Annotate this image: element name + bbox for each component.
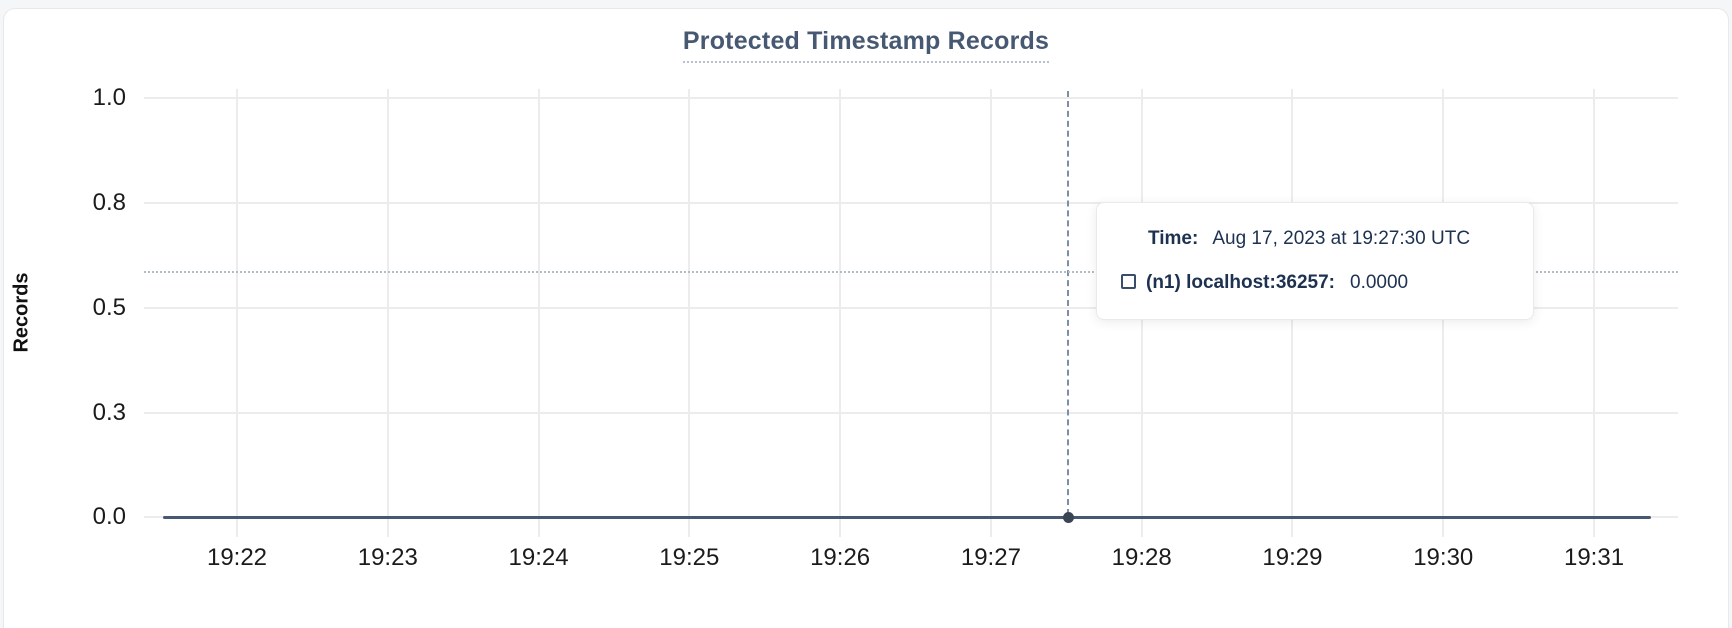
y-gridline (144, 411, 1678, 414)
x-tick-label: 19:25 (659, 544, 720, 571)
x-tick-label: 19:26 (810, 544, 871, 571)
hover-tooltip: Time: Aug 17, 2023 at 19:27:30 UTC (n1) l… (1096, 202, 1534, 320)
chart-title-row: Protected Timestamp Records (4, 27, 1728, 63)
crosshair-vertical-line (1067, 91, 1069, 515)
x-tick-label: 19:29 (1262, 544, 1323, 571)
y-tick-label: 0.0 (92, 503, 126, 530)
y-gridline (144, 202, 1678, 204)
y-tick-label: 0.5 (92, 294, 126, 321)
x-tick-label: 19:23 (357, 544, 418, 571)
y-gridline (144, 307, 1678, 309)
x-gridline (386, 89, 389, 537)
crosshair-horizontal-line (144, 271, 1678, 273)
x-tick-label: 19:30 (1413, 544, 1474, 571)
series-line[interactable] (163, 516, 1651, 519)
x-tick-label: 19:22 (206, 544, 268, 571)
y-tick-label: 0.3 (92, 398, 126, 426)
chart-title[interactable]: Protected Timestamp Records (682, 27, 1050, 63)
x-tick-label: 19:24 (508, 544, 569, 571)
x-tick-label: 19:27 (960, 544, 1021, 571)
unchecked-square-icon[interactable] (1121, 274, 1136, 289)
hover-point-dot (1063, 512, 1074, 523)
x-tick-label: 19:31 (1563, 544, 1625, 571)
tooltip-time-label: Time: (1148, 228, 1199, 249)
x-gridline (537, 89, 540, 537)
y-tick-label: 1.0 (92, 84, 126, 111)
y-gridline (144, 97, 1678, 99)
x-gridline (236, 89, 238, 537)
x-gridline (839, 89, 842, 537)
tooltip-series-value: 0.0000 (1350, 272, 1409, 293)
y-tick-label: 0.8 (92, 189, 126, 216)
x-gridline (1593, 89, 1596, 537)
chart-card: Protected Timestamp Records Records 1.0 0… (3, 8, 1729, 628)
tooltip-time-value: Aug 17, 2023 at 19:27:30 UTC (1212, 228, 1471, 249)
y-axis-label: Records (10, 272, 33, 353)
tooltip-time-row: Time: Aug 17, 2023 at 19:27:30 UTC (1148, 228, 1470, 250)
x-gridline (989, 89, 992, 537)
x-tick-label: 19:28 (1111, 544, 1172, 571)
tooltip-series-label: (n1) localhost:36257: (1146, 272, 1335, 293)
tooltip-series-row: (n1) localhost:36257: 0.0000 (1121, 272, 1408, 294)
x-gridline (688, 89, 691, 537)
